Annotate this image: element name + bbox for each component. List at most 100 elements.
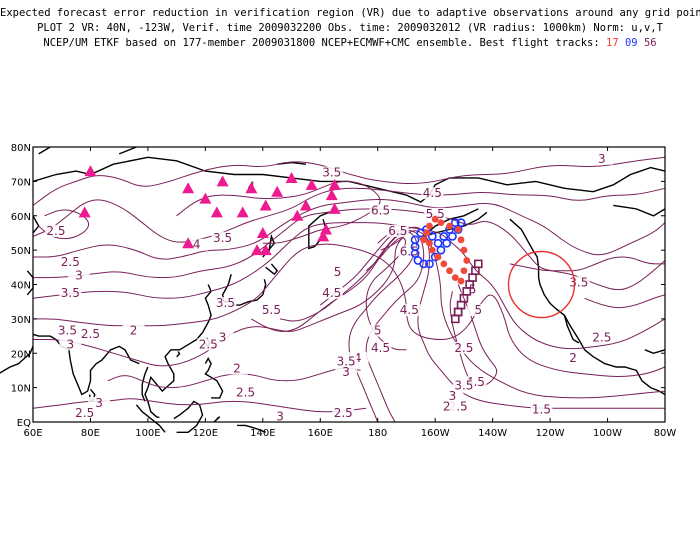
observation-triangle	[182, 182, 195, 194]
contour-label: 3	[95, 396, 103, 410]
track-17-point	[460, 246, 468, 254]
observation-sites	[78, 165, 341, 256]
contour-label: 4.5	[322, 286, 341, 300]
contour-label-bg	[73, 407, 96, 420]
contour-lines	[32, 156, 666, 423]
contour-label-bg	[467, 304, 490, 316]
x-tick-label: 100E	[135, 428, 160, 439]
contour-label: 2.5	[75, 406, 94, 420]
contour-label-bg	[452, 379, 475, 392]
observation-triangle	[84, 165, 97, 177]
contour-label: 2	[443, 399, 451, 413]
contour-label: 3	[598, 152, 606, 166]
contour-label-bg	[335, 365, 358, 378]
observation-triangle	[199, 192, 212, 204]
contour-label: 5	[474, 303, 482, 317]
coastline	[144, 284, 212, 419]
track-label-blue: 09	[624, 37, 638, 49]
contour-label: 3	[219, 331, 227, 345]
title-block: Expected forecast error reduction in ver…	[0, 6, 700, 51]
contour-line	[33, 243, 666, 377]
contour-label-bg	[326, 266, 349, 279]
title-line-1: Expected forecast error reduction in ver…	[0, 7, 700, 19]
track-label-purple: 56	[643, 37, 657, 49]
contour-label: 5	[469, 282, 477, 296]
x-tick-label: 120E	[193, 428, 218, 439]
track-17-point	[454, 226, 462, 233]
observation-triangle	[182, 237, 195, 249]
contour-label-bg	[421, 187, 444, 200]
contour-label: 4.5	[423, 186, 442, 200]
track-17-point	[446, 267, 453, 275]
contour-label: 3.5	[58, 324, 77, 338]
y-tick-label: 50N	[11, 246, 31, 257]
observation-triangle	[325, 189, 338, 201]
coastline	[32, 156, 407, 196]
coastline	[406, 166, 666, 203]
contour-label-bg	[260, 304, 283, 316]
contour-label: 6.5	[371, 203, 390, 217]
observation-triangle	[78, 206, 91, 218]
y-axis-labels: 80N 70N 60N 50N 40N 30N 20N 10N EQ	[11, 143, 31, 429]
track-17-point	[463, 257, 471, 264]
title-line-3-prefix: NCEP/UM ETKF based on 177-member 2009031…	[43, 37, 600, 49]
contour-line	[32, 222, 666, 350]
track-09-point	[450, 218, 460, 228]
contour-label: 3	[449, 389, 457, 403]
track-09-point	[419, 259, 429, 269]
x-tick-label: 140W	[478, 428, 507, 439]
contour-label: 2.5	[199, 337, 218, 351]
track-17-point	[431, 215, 439, 223]
track-17-point	[428, 246, 436, 254]
track-09-point	[425, 259, 434, 269]
track-17-point	[434, 253, 442, 261]
contour-label: 2.5	[592, 331, 611, 345]
contour-label-bg	[225, 362, 248, 375]
contour-label: 5	[374, 324, 382, 338]
track-09-point	[456, 218, 466, 228]
observation-triangle	[236, 206, 249, 218]
coastline	[38, 146, 51, 155]
contour-label-bg	[386, 224, 409, 237]
contour-label-bg	[234, 386, 257, 399]
coastline	[0, 346, 34, 374]
contour-label: 1.5	[532, 403, 551, 417]
contour-line	[280, 230, 425, 423]
contour-label: 3.5	[213, 231, 232, 245]
y-tick-label: EQ	[17, 418, 31, 429]
axis-ticks	[32, 146, 666, 423]
y-tick-label: 40N	[11, 281, 31, 292]
track-17-point	[446, 222, 453, 230]
contour-label: 2.5	[454, 341, 473, 355]
x-tick-label: 80E	[81, 428, 100, 439]
track-17-point	[440, 260, 448, 268]
x-tick-label: 100W	[593, 428, 622, 439]
contour-label: 3	[75, 269, 83, 283]
coastline	[135, 404, 166, 433]
x-tick-label: 120W	[536, 428, 565, 439]
track-56-point	[453, 307, 463, 317]
track-17-point	[426, 222, 433, 230]
track-56-point	[471, 266, 480, 276]
track-17-point	[423, 229, 430, 237]
contour-line	[509, 256, 665, 272]
contour-label-bg	[59, 255, 82, 268]
observation-triangle	[251, 244, 264, 256]
contour-label-bg	[59, 338, 82, 351]
y-tick-label: 10N	[11, 384, 31, 395]
coastline	[265, 263, 279, 276]
observation-triangle	[210, 206, 223, 218]
contour-label: 5	[334, 265, 342, 279]
observation-triangle	[305, 178, 318, 190]
contour-label: 4.5	[400, 303, 419, 317]
coastline	[204, 356, 224, 399]
coastline	[176, 351, 181, 358]
y-tick-label: 70N	[11, 177, 31, 188]
y-tick-label: 20N	[11, 349, 31, 360]
coastline	[234, 279, 267, 306]
track-17-point	[457, 236, 465, 244]
contour-label: 2.5	[61, 255, 80, 269]
contour-label: 3.5	[322, 166, 341, 180]
contour-line	[32, 187, 666, 243]
contour-label: 2	[233, 361, 241, 375]
